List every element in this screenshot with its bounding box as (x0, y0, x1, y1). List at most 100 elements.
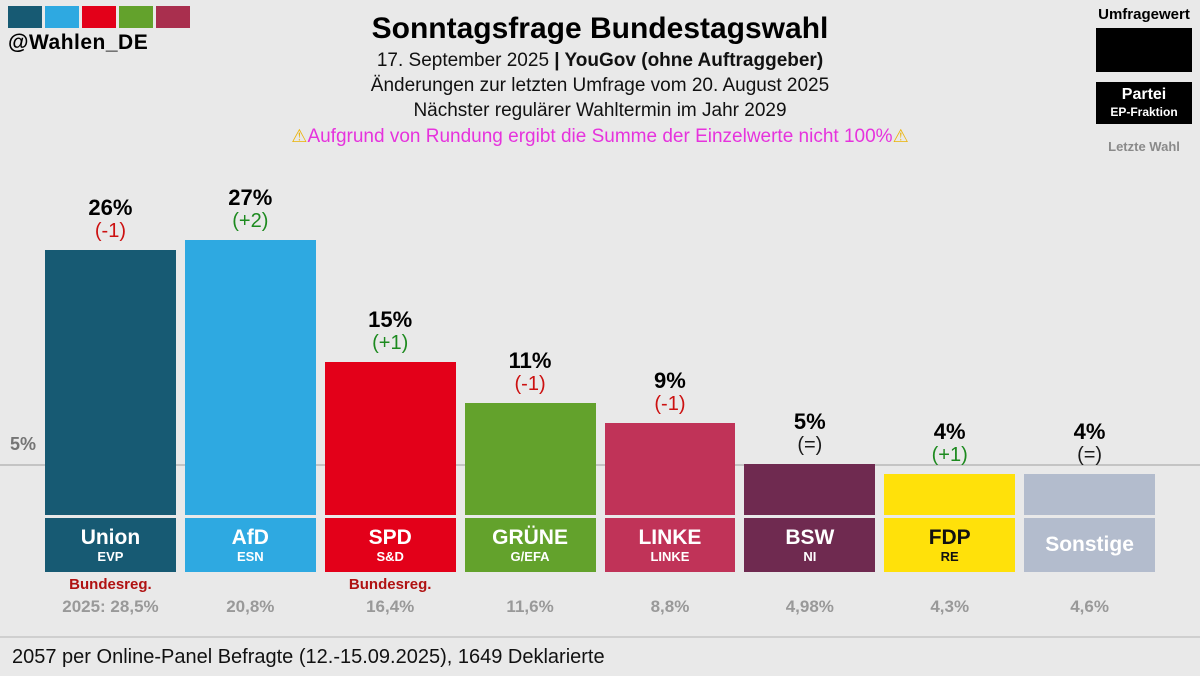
legend: Umfragewert Partei EP-Fraktion Letzte Wa… (1096, 6, 1192, 154)
party-label-box: Union EVP (45, 518, 176, 572)
government-note (605, 576, 736, 597)
party-label-box: LINKE LINKE (604, 518, 736, 572)
government-note (744, 576, 875, 597)
party-ep-fraction: ESN (236, 548, 264, 564)
party-label-box: BSW NI (744, 518, 876, 572)
legend-last-election-label: Letzte Wahl (1108, 139, 1180, 154)
rounding-warning: ⚠Aufgrund von Rundung ergibt die Summe d… (190, 126, 1010, 148)
last-election-value: 11,6% (506, 597, 554, 616)
party-ep-fraction: EVP (97, 548, 124, 564)
poll-bar (884, 474, 1016, 515)
last-election-value: 4,3% (930, 597, 970, 616)
party-name: GRÜNE (492, 525, 568, 549)
color-swatch (8, 6, 42, 28)
party-name: LINKE (638, 525, 702, 549)
warning-icon: ⚠ (291, 126, 308, 146)
party-column-sonstige: 4% (=) Sonstige 4,6% (1024, 168, 1155, 619)
party-ep-fraction: NI (803, 548, 817, 564)
color-swatch (45, 6, 79, 28)
poll-value: 11% (508, 347, 552, 373)
poll-bar (184, 240, 316, 515)
party-name: SPD (368, 525, 412, 549)
poll-value: 15% (368, 306, 413, 332)
party-ep-fraction: RE (940, 548, 959, 564)
five-percent-threshold-line (0, 464, 1200, 466)
bar-chart: 5% 26% (-1) Union EVP Bundesreg. 2025: 2… (0, 168, 1200, 619)
poll-change: (+1) (372, 332, 409, 354)
party-column-spd: 15% (+1) SPD S&D Bundesreg. 16,4% (324, 168, 456, 619)
poll-bar (1024, 474, 1155, 515)
legend-survey-value-label: Umfragewert (1098, 6, 1190, 23)
party-name: BSW (785, 525, 835, 549)
poll-value: 26% (88, 194, 133, 220)
party-name: Sonstige (1045, 533, 1134, 557)
poll-change: (-1) (654, 393, 686, 415)
party-column-gruene: 11% (-1) GRÜNE G/EFA 11,6% (464, 168, 596, 619)
party-color-swatches (8, 6, 190, 28)
poll-bar (324, 362, 456, 515)
sample-footnote: 2057 per Online-Panel Befragte (12.-15.0… (0, 636, 1200, 676)
subtitle: 17. September 2025 | YouGov (ohne Auftra… (190, 50, 1010, 72)
poll-change: (=) (797, 434, 823, 456)
party-column-bsw: 5% (=) BSW NI 4,98% (744, 168, 876, 619)
party-label-box: AfD ESN (184, 518, 316, 572)
party-label-box: Sonstige (1024, 518, 1155, 572)
next-election-line: Nächster regulärer Wahltermin im Jahr 20… (413, 100, 787, 121)
legend-bar-sample (1096, 28, 1192, 72)
poll-change: (-1) (94, 220, 126, 242)
party-name: Union (80, 525, 141, 549)
color-swatch (156, 6, 190, 28)
changes-line: Änderungen zur letzten Umfrage vom 20. A… (370, 75, 830, 96)
color-swatch (119, 6, 153, 28)
party-name: FDP (928, 525, 971, 549)
header-titles: Sonntagsfrage Bundestagswahl 17. Septemb… (190, 0, 1010, 148)
government-note (1024, 576, 1155, 597)
government-note (185, 576, 316, 597)
party-ep-fraction: G/EFA (510, 548, 550, 564)
poll-date: 17. September 2025 (376, 50, 550, 71)
legend-party-box: Partei EP-Fraktion (1096, 82, 1192, 124)
warning-icon: ⚠ (892, 126, 909, 146)
last-election-value: 4,98% (785, 597, 834, 616)
government-note (465, 576, 596, 597)
poll-source: | YouGov (ohne Auftraggeber) (554, 50, 824, 71)
poll-value: 4% (1073, 418, 1106, 444)
twitter-handle: @Wahlen_DE (8, 31, 149, 54)
party-column-union: 26% (-1) Union EVP Bundesreg. 2025: 28,5… (45, 168, 176, 619)
poll-bar (744, 464, 876, 515)
poll-value: 27% (228, 184, 273, 210)
last-election-value: 4,6% (1070, 597, 1109, 616)
last-election-value: 16,4% (366, 597, 415, 616)
color-swatch (82, 6, 116, 28)
poll-bar (464, 403, 596, 515)
party-label-box: SPD S&D (324, 518, 456, 572)
government-note: Bundesreg. (348, 576, 432, 593)
poll-change: (+2) (232, 210, 269, 232)
government-note (884, 576, 1015, 597)
last-election-value: 2025: 28,5% (62, 597, 159, 616)
party-column-fdp: 4% (+1) FDP RE 4,3% (884, 168, 1016, 619)
party-ep-fraction: S&D (376, 548, 404, 564)
government-note: Bundesreg. (69, 576, 152, 593)
poll-bar (604, 423, 736, 515)
poll-change: (-1) (514, 373, 546, 395)
poll-value: 4% (933, 418, 966, 444)
poll-bar (45, 250, 176, 515)
party-label-box: FDP RE (884, 518, 1016, 572)
poll-change: (+1) (931, 444, 968, 466)
party-column-linke: 9% (-1) LINKE LINKE 8,8% (604, 168, 736, 619)
party-label-box: GRÜNE G/EFA (464, 518, 596, 572)
brand: @Wahlen_DE (8, 6, 190, 55)
party-name: AfD (231, 525, 269, 549)
page-title: Sonntagsfrage Bundestagswahl (371, 12, 829, 45)
legend-party-label: Partei (1121, 86, 1167, 103)
poll-value: 5% (793, 408, 826, 434)
five-percent-threshold-label: 5% (10, 434, 37, 454)
last-election-value: 20,8% (226, 597, 275, 616)
poll-value: 9% (654, 367, 686, 393)
party-column-afd: 27% (+2) AfD ESN 20,8% (184, 168, 316, 619)
legend-fraction-label: EP-Fraktion (1110, 105, 1178, 119)
party-ep-fraction: LINKE (650, 548, 690, 564)
poll-change: (=) (1077, 444, 1103, 466)
